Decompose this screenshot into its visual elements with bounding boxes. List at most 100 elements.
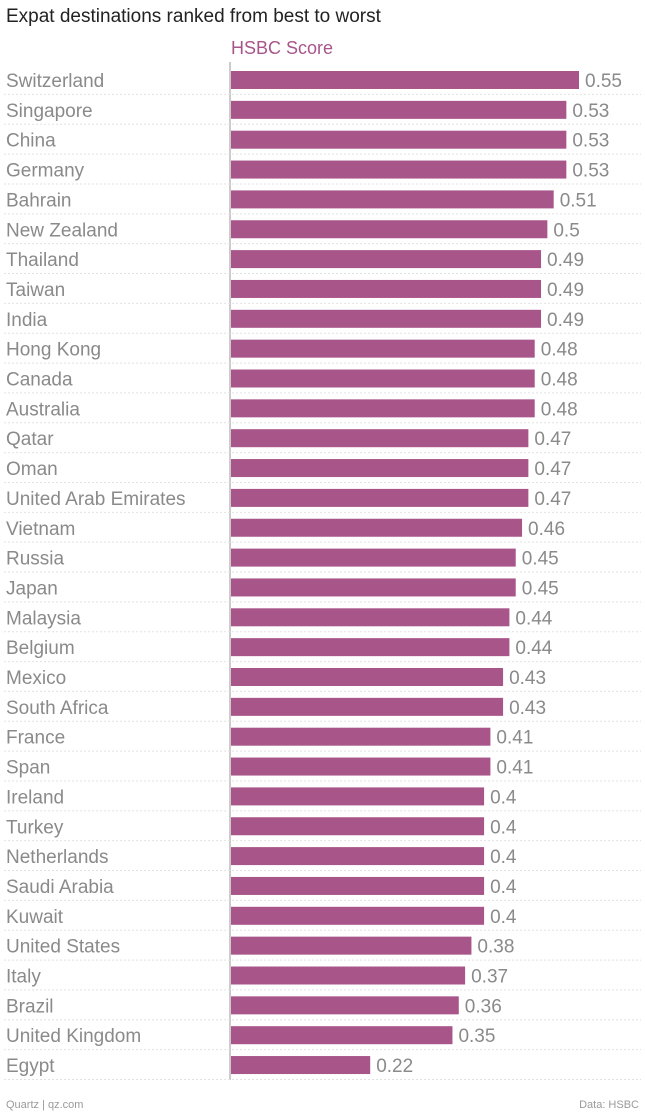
category-label: Mexico: [6, 668, 66, 689]
value-label: 0.43: [509, 698, 546, 719]
value-label: 0.4: [490, 847, 517, 868]
category-label: United Arab Emirates: [6, 489, 186, 510]
value-label: 0.41: [496, 758, 533, 779]
category-label: South Africa: [6, 698, 109, 719]
bar: [231, 757, 491, 776]
category-label: Saudi Arabia: [6, 877, 114, 898]
bar: [231, 100, 567, 119]
value-label: 0.36: [465, 996, 502, 1017]
bar: [231, 250, 542, 269]
bar: [231, 876, 485, 895]
value-label: 0.4: [490, 877, 517, 898]
value-label: 0.48: [541, 340, 578, 361]
category-label: Thailand: [6, 250, 79, 271]
bar: [231, 638, 510, 657]
category-label: United Kingdom: [6, 1026, 141, 1047]
category-label: Japan: [6, 578, 58, 599]
value-label: 0.44: [515, 638, 552, 659]
bar: [231, 220, 548, 239]
value-label: 0.47: [534, 489, 571, 510]
category-label: Kuwait: [6, 907, 64, 928]
bar: [231, 727, 491, 746]
bar: [231, 71, 579, 89]
value-label: 0.47: [534, 459, 571, 480]
bar: [231, 130, 567, 149]
bar: [231, 279, 542, 298]
value-label: 0.5: [553, 220, 579, 241]
value-label: 0.45: [522, 549, 559, 570]
bar: [231, 608, 510, 627]
bar: [231, 399, 535, 418]
bar: [231, 309, 542, 328]
category-label: Span: [6, 758, 50, 779]
bar: [231, 190, 554, 209]
category-label: Germany: [6, 161, 85, 182]
bar: [231, 847, 485, 866]
value-label: 0.53: [572, 161, 609, 182]
category-label: India: [6, 310, 48, 331]
category-label: Belgium: [6, 638, 75, 659]
bar: [231, 578, 516, 597]
category-label: Qatar: [6, 429, 54, 450]
chart-title: Expat destinations ranked from best to w…: [6, 6, 381, 27]
bar: [231, 787, 485, 806]
value-label: 0.43: [509, 668, 546, 689]
value-label: 0.49: [547, 280, 584, 301]
value-label: 0.4: [490, 787, 517, 808]
value-label: 0.45: [522, 578, 559, 599]
value-label: 0.4: [490, 907, 517, 928]
value-label: 0.48: [541, 399, 578, 420]
category-label: France: [6, 728, 65, 749]
value-label: 0.53: [572, 131, 609, 152]
bar: [231, 668, 504, 686]
series-label: HSBC Score: [231, 38, 334, 58]
category-label: Italy: [6, 967, 41, 988]
category-label: Taiwan: [6, 280, 65, 301]
category-label: Turkey: [6, 817, 64, 838]
category-label: Australia: [6, 399, 80, 420]
value-label: 0.49: [547, 250, 584, 271]
value-label: 0.53: [572, 101, 609, 122]
category-label: Malaysia: [6, 608, 81, 629]
value-label: 0.47: [534, 429, 571, 450]
category-label: Canada: [6, 370, 73, 391]
bar: [231, 369, 535, 388]
bar: [231, 697, 504, 716]
value-label: 0.51: [560, 190, 597, 211]
value-label: 0.44: [515, 608, 552, 629]
category-label: Hong Kong: [6, 340, 101, 361]
bar: [231, 459, 529, 478]
category-label: Bahrain: [6, 190, 72, 211]
bar: [231, 548, 516, 567]
category-label: Oman: [6, 459, 58, 480]
footer-source: Data: HSBC: [579, 1099, 639, 1111]
bar: [231, 906, 485, 925]
value-label: 0.48: [541, 370, 578, 391]
value-label: 0.49: [547, 310, 584, 331]
category-label: Netherlands: [6, 847, 108, 868]
category-label: New Zealand: [6, 220, 118, 241]
category-label: Brazil: [6, 996, 54, 1017]
category-label: Switzerland: [6, 71, 104, 92]
category-label: Egypt: [6, 1056, 55, 1077]
category-label: China: [6, 131, 56, 152]
value-label: 0.35: [458, 1026, 495, 1047]
category-label: Singapore: [6, 101, 93, 122]
footer-credit: Quartz | qz.com: [6, 1099, 84, 1111]
bar: [231, 339, 535, 358]
bar: [231, 488, 529, 507]
bar: [231, 160, 567, 179]
bar: [231, 429, 529, 448]
bar: [231, 518, 523, 537]
category-label: Vietnam: [6, 519, 75, 540]
value-label: 0.22: [376, 1056, 413, 1077]
category-label: Ireland: [6, 787, 64, 808]
bar: [231, 1026, 453, 1045]
value-label: 0.4: [490, 817, 517, 838]
bar: [231, 996, 459, 1015]
value-label: 0.37: [471, 967, 508, 988]
value-label: 0.46: [528, 519, 565, 540]
value-label: 0.38: [477, 937, 514, 958]
value-label: 0.55: [585, 71, 622, 92]
